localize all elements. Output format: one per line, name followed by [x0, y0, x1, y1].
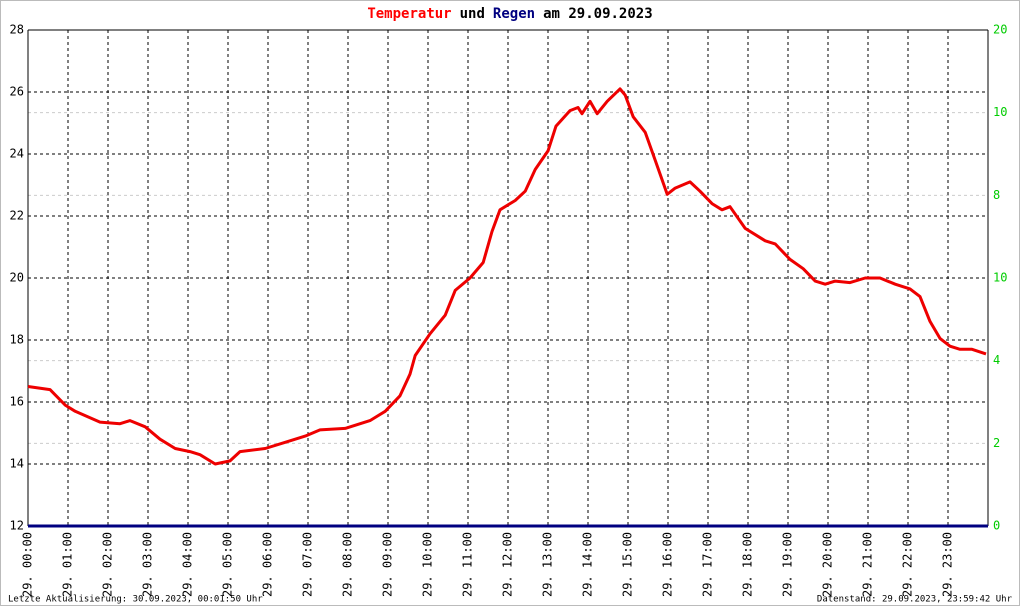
x-tick-label: 29. 03:00 [141, 532, 155, 597]
x-tick-label: 29. 12:00 [501, 532, 515, 597]
y-tick-label: 26 [10, 85, 24, 99]
x-tick-label: 29. 13:00 [541, 532, 555, 597]
x-tick-label: 29. 07:00 [301, 532, 315, 597]
title-part: und [460, 6, 485, 22]
y-tick-label: 22 [10, 209, 24, 223]
x-tick-label: 29. 01:00 [61, 532, 75, 597]
y-tick-label: 16 [10, 395, 24, 409]
x-tick-label: 29. 22:00 [901, 532, 915, 597]
y-tick-label: 28 [10, 23, 24, 37]
y-tick-label: 24 [10, 147, 24, 161]
series-line [27, 87, 987, 466]
x-tick-label: 29. 20:00 [821, 532, 835, 597]
x-tick-label: 29. 14:00 [581, 532, 595, 597]
y-tick-label: 14 [10, 457, 24, 471]
y2-tick-label: 2 [993, 436, 1000, 450]
x-tick-label: 29. 23:00 [941, 532, 955, 597]
y2-tick-label: 10 [993, 271, 1007, 285]
title-part: Regen [493, 6, 535, 22]
y-tick-label: 12 [10, 519, 24, 533]
x-tick-label: 29. 02:00 [101, 532, 115, 597]
x-tick-label: 29. 11:00 [461, 532, 475, 597]
chart-title: Temperatur und Regen am 29.09.2023 [367, 6, 652, 22]
y2-tick-label: 10 [993, 105, 1007, 119]
x-tick-label: 29. 00:00 [21, 532, 35, 597]
x-tick-label: 29. 21:00 [861, 532, 875, 597]
x-tick-label: 29. 18:00 [741, 532, 755, 597]
y-tick-label: 20 [10, 271, 24, 285]
x-tick-label: 29. 04:00 [181, 532, 195, 597]
y-tick-label: 18 [10, 333, 24, 347]
y2-tick-label: 4 [993, 353, 1000, 367]
footer-left: Letzte Aktualisierung: 30.09.2023, 00:01… [8, 595, 263, 605]
x-tick-label: 29. 15:00 [621, 532, 635, 597]
x-tick-label: 29. 19:00 [781, 532, 795, 597]
x-tick-label: 29. 09:00 [381, 532, 395, 597]
footer-right: Datenstand: 29.09.2023, 23:59:42 Uhr [817, 595, 1013, 605]
y2-tick-label: 20 [993, 23, 1007, 37]
x-tick-label: 29. 17:00 [701, 532, 715, 597]
y2-tick-label: 0 [993, 519, 1000, 533]
x-tick-label: 29. 10:00 [421, 532, 435, 597]
x-tick-label: 29. 16:00 [661, 532, 675, 597]
y2-tick-label: 8 [993, 188, 1000, 202]
x-tick-label: 29. 06:00 [261, 532, 275, 597]
x-tick-label: 29. 05:00 [221, 532, 235, 597]
x-tick-label: 29. 08:00 [341, 532, 355, 597]
title-part: am 29.09.2023 [543, 6, 653, 22]
title-part: Temperatur [367, 6, 451, 22]
